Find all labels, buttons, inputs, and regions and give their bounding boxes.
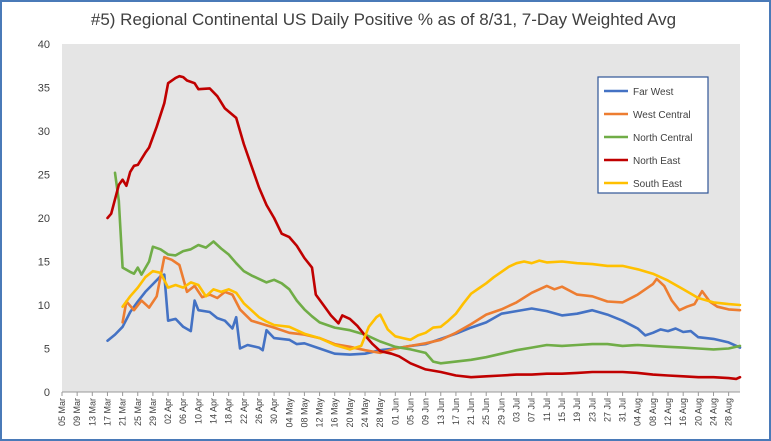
x-tick-label: 15 Jul — [557, 398, 567, 422]
x-tick-label: 05 Mar — [57, 398, 67, 426]
y-tick-label: 30 — [38, 126, 50, 138]
x-tick-label: 18 Apr — [224, 398, 234, 424]
y-tick-label: 0 — [44, 387, 50, 399]
legend-label: South East — [633, 179, 682, 190]
x-tick-label: 26 Apr — [254, 398, 264, 424]
y-tick-label: 20 — [38, 213, 50, 225]
x-tick-label: 02 Apr — [163, 398, 173, 424]
legend-label: North Central — [633, 133, 692, 144]
x-tick-label: 06 Apr — [178, 398, 188, 424]
y-tick-label: 35 — [38, 83, 50, 95]
x-tick-label: 16 Aug — [678, 398, 688, 426]
x-tick-label: 20 May — [345, 398, 355, 428]
x-tick-label: 31 Jul — [618, 398, 628, 422]
x-tick-label: 03 Jul — [512, 398, 522, 422]
x-tick-label: 13 Jun — [436, 398, 446, 425]
x-tick-label: 01 Jun — [390, 398, 400, 425]
legend-label: West Central — [633, 110, 691, 121]
x-tick-label: 17 Mar — [102, 398, 112, 426]
series-line-far-west — [106, 273, 742, 356]
y-tick-label: 15 — [38, 257, 50, 269]
chart-title: #5) Regional Continental US Daily Positi… — [90, 10, 677, 29]
x-axis-ticks: 05 Mar 09 Mar 13 Mar 17 Mar 21 Mar 25 Mar 29 M… — [57, 392, 734, 428]
x-tick-label: 21 Mar — [118, 398, 128, 426]
series-line-west-central — [121, 255, 742, 355]
series-lines — [106, 74, 742, 381]
x-tick-label: 24 Aug — [708, 398, 718, 426]
x-tick-label: 16 May — [330, 398, 340, 428]
y-tick-label: 5 — [44, 344, 50, 356]
x-tick-label: 04 May — [284, 398, 294, 428]
legend-label: Far West — [633, 87, 674, 98]
y-tick-label: 10 — [38, 300, 50, 312]
x-tick-label: 28 Aug — [724, 398, 734, 426]
x-tick-label: 13 Mar — [87, 398, 97, 426]
x-tick-label: 11 Jul — [542, 398, 552, 421]
x-tick-label: 21 Jun — [466, 398, 476, 425]
x-tick-label: 25 Mar — [133, 398, 143, 426]
x-tick-label: 28 May — [375, 398, 385, 428]
legend: Far West West Central North Central North E… — [597, 76, 709, 194]
x-tick-label: 17 Jun — [451, 398, 461, 425]
y-tick-label: 25 — [38, 170, 50, 182]
x-tick-label: 19 Jul — [572, 398, 582, 422]
x-tick-label: 07 Jul — [527, 398, 537, 422]
x-tick-label: 04 Aug — [633, 398, 643, 426]
x-tick-label: 05 Jun — [405, 398, 415, 425]
x-tick-label: 12 May — [315, 398, 325, 428]
y-axis-ticks: 0 5 10 15 20 25 30 35 40 — [38, 39, 50, 399]
x-tick-label: 10 Apr — [193, 398, 203, 424]
series-line-south-east — [121, 259, 742, 351]
x-tick-label: 25 Jun — [481, 398, 491, 425]
x-tick-label: 29 Jun — [496, 398, 506, 425]
x-tick-label: 30 Apr — [269, 398, 279, 424]
x-tick-label: 29 Mar — [148, 398, 158, 426]
x-tick-label: 08 May — [299, 398, 309, 428]
legend-box — [597, 76, 709, 194]
x-tick-label: 23 Jul — [587, 398, 597, 422]
x-tick-label: 09 Mar — [72, 398, 82, 426]
series-line-north-central — [113, 171, 742, 365]
x-tick-label: 12 Aug — [663, 398, 673, 426]
x-tick-label: 27 Jul — [602, 398, 612, 422]
x-tick-label: 08 Aug — [648, 398, 658, 426]
x-tick-label: 22 Apr — [239, 398, 249, 424]
x-tick-label: 09 Jun — [421, 398, 431, 425]
x-tick-label: 14 Apr — [209, 398, 219, 424]
legend-label: North East — [633, 156, 680, 167]
series-line-north-east — [106, 74, 742, 381]
x-tick-label: 24 May — [360, 398, 370, 428]
y-tick-label: 40 — [38, 39, 50, 51]
x-tick-label: 20 Aug — [693, 398, 703, 426]
